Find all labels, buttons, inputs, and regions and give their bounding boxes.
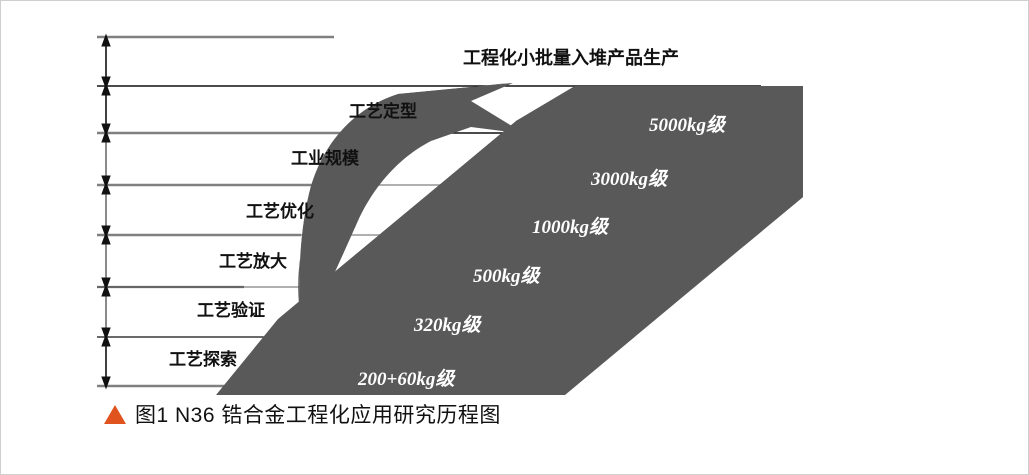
- ribbon-step-2: [278, 269, 625, 395]
- stage-axis-arrows: [101, 33, 111, 390]
- top-annotation: 工程化小批量入堆产品生产: [463, 47, 679, 68]
- stage-arrow-3: [101, 129, 111, 189]
- ribbon-step-1: [216, 319, 565, 395]
- ribbon-step-3: [338, 220, 685, 345]
- ribbon-step-4: [397, 171, 744, 295]
- figure-caption: 图1 N36 锆合金工程化应用研究历程图: [104, 399, 501, 429]
- stage-label-gongyiyouhua: 工艺优化: [246, 201, 314, 221]
- step-label-200-60kg: 200+60kg级: [357, 368, 456, 390]
- triangle-marker-icon: [104, 404, 126, 424]
- stage-arrow-2: [101, 82, 111, 137]
- stage-arrow-7: [101, 333, 111, 390]
- step-labels: 200+60kg级 320kg级 500kg级 1000kg级 3000kg级 …: [357, 114, 727, 390]
- stage-label-gongyeguimo: 工业规模: [291, 148, 360, 168]
- stage-labels: 工艺定型 工业规模 工艺优化 工艺放大 工艺验证 工艺探索: [169, 101, 417, 369]
- stage-label-gongyifangda: 工艺放大: [219, 251, 287, 271]
- figure-caption-text: 图1 N36 锆合金工程化应用研究历程图: [135, 404, 501, 427]
- stage-arrow-1: [101, 33, 111, 90]
- stage-label-gongyidingxing: 工艺定型: [349, 101, 417, 121]
- stage-arrow-4: [101, 181, 111, 239]
- step-label-500kg: 500kg级: [473, 265, 542, 287]
- stage-label-gongyitansuo: 工艺探索: [169, 349, 237, 369]
- step-label-1000kg: 1000kg级: [532, 216, 610, 238]
- ribbon-step-6: [516, 86, 803, 246]
- growth-arrow: [298, 83, 525, 304]
- staircase-ribbon: [216, 86, 803, 395]
- stage-label-gongyiyanzheng: 工艺验证: [197, 300, 265, 320]
- step-label-3000kg: 3000kg级: [590, 168, 669, 190]
- stage-arrow-6: [101, 283, 111, 341]
- step-label-5000kg: 5000kg级: [649, 114, 727, 136]
- ribbon-top-bevel: [516, 86, 803, 121]
- stage-arrow-5: [101, 231, 111, 291]
- step-label-320kg: 320kg级: [413, 314, 483, 336]
